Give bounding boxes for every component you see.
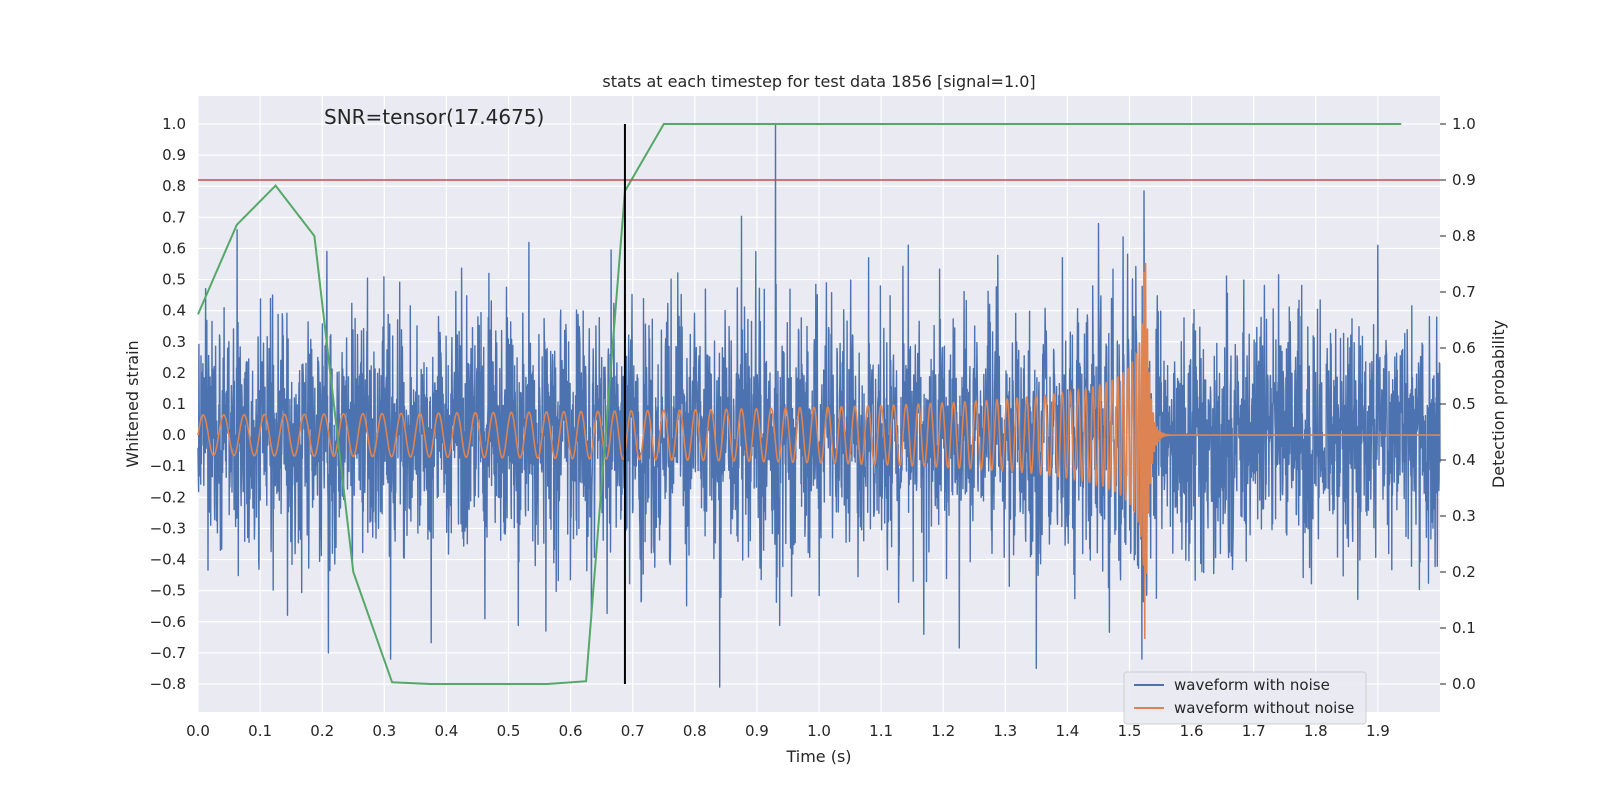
legend-label-noise: waveform with noise bbox=[1174, 676, 1330, 694]
x-tick-label: 1.2 bbox=[931, 722, 955, 740]
y-tick-label: 0.7 bbox=[162, 208, 186, 226]
x-tick-label: 1.3 bbox=[993, 722, 1017, 740]
x-tick-label: 0.7 bbox=[621, 722, 645, 740]
y2-tick-label: 1.0 bbox=[1452, 115, 1476, 133]
y-tick-label: 0.6 bbox=[162, 239, 186, 257]
y2-tick-label: 0.6 bbox=[1452, 339, 1476, 357]
y-ticks: −0.8 −0.7 −0.6 −0.5 −0.4 −0.3 −0.2 −0.1 0.0 0.1 0.… bbox=[150, 115, 186, 693]
series-waveform-with-noise bbox=[197, 123, 1441, 688]
series-detection-probability bbox=[197, 123, 1402, 685]
x-tick-label: 0.0 bbox=[186, 722, 210, 740]
x-tick-label: 0.8 bbox=[683, 722, 707, 740]
y2-tick-label: 0.3 bbox=[1452, 507, 1476, 525]
x-tick-label: 1.0 bbox=[807, 722, 831, 740]
legend-label-clean: waveform without noise bbox=[1174, 699, 1354, 717]
x-tick-label: 1.5 bbox=[1118, 722, 1142, 740]
y2-tick-label: 0.2 bbox=[1452, 563, 1476, 581]
y2-tick-label: 0.8 bbox=[1452, 227, 1476, 245]
x-tick-label: 0.6 bbox=[559, 722, 583, 740]
y2-tick-label: 0.9 bbox=[1452, 171, 1476, 189]
x-tick-label: 0.3 bbox=[372, 722, 396, 740]
y-tick-label: 0.9 bbox=[162, 146, 186, 164]
y2-tick-label: 0.5 bbox=[1452, 395, 1476, 413]
x-tick-label: 0.1 bbox=[248, 722, 272, 740]
series-waveform-without-noise bbox=[197, 262, 1440, 640]
reference-lines bbox=[198, 124, 1440, 684]
y-tick-label: 0.3 bbox=[162, 333, 186, 351]
y2-tick-label: 0.1 bbox=[1452, 619, 1476, 637]
y-tick-label: −0.8 bbox=[150, 675, 186, 693]
y-tick-label: 1.0 bbox=[162, 115, 186, 133]
legend-box bbox=[1123, 671, 1367, 725]
y-tick-label: 0.2 bbox=[162, 364, 186, 382]
x-tick-label: 0.5 bbox=[497, 722, 521, 740]
x-tick-label: 1.4 bbox=[1055, 722, 1079, 740]
y-tick-label: 0.0 bbox=[162, 426, 186, 444]
y2-tick-label: 0.0 bbox=[1452, 675, 1476, 693]
x-tick-label: 1.6 bbox=[1180, 722, 1204, 740]
x-ticks: 0.0 0.1 0.2 0.3 0.4 0.5 0.6 0.7 0.8 0.9 1.0 1.1 1.2 1… bbox=[186, 722, 1390, 740]
y-axis-label: Whitened strain bbox=[123, 340, 142, 467]
x-tick-label: 1.1 bbox=[869, 722, 893, 740]
y2-axis-label: Detection probability bbox=[1489, 320, 1508, 488]
legend: waveform with noise waveform without noi… bbox=[1123, 671, 1367, 725]
y-tick-label: −0.4 bbox=[150, 551, 186, 569]
y-tick-label: −0.5 bbox=[150, 582, 186, 600]
y-tick-label: 0.1 bbox=[162, 395, 186, 413]
probability-line bbox=[197, 123, 1402, 685]
x-axis-label: Time (s) bbox=[785, 747, 851, 766]
y2-tick-label: 0.4 bbox=[1452, 451, 1476, 469]
noise-line bbox=[197, 123, 1441, 688]
x-tick-label: 1.8 bbox=[1304, 722, 1328, 740]
chirp-line bbox=[197, 262, 1440, 640]
chart-title: stats at each timestep for test data 185… bbox=[602, 72, 1035, 91]
y-tick-label: −0.6 bbox=[150, 613, 186, 631]
y-tick-label: −0.2 bbox=[150, 488, 186, 506]
snr-annotation: SNR=tensor(17.4675) bbox=[324, 105, 544, 129]
x-tick-label: 0.2 bbox=[310, 722, 334, 740]
y-tick-label: 0.4 bbox=[162, 302, 186, 320]
x-tick-label: 0.4 bbox=[434, 722, 458, 740]
y-tick-label: −0.1 bbox=[150, 457, 186, 475]
y-tick-label: −0.7 bbox=[150, 644, 186, 662]
y2-tick-label: 0.7 bbox=[1452, 283, 1476, 301]
x-tick-label: 0.9 bbox=[745, 722, 769, 740]
x-tick-label: 1.9 bbox=[1366, 722, 1390, 740]
y-tick-label: 0.8 bbox=[162, 177, 186, 195]
x-tick-label: 1.7 bbox=[1242, 722, 1266, 740]
y2-ticks: 0.0 0.1 0.2 0.3 0.4 0.5 0.6 0.7 0.8 0.9 1.0 bbox=[1440, 115, 1476, 693]
y-tick-label: −0.3 bbox=[150, 519, 186, 537]
y-tick-label: 0.5 bbox=[162, 271, 186, 289]
